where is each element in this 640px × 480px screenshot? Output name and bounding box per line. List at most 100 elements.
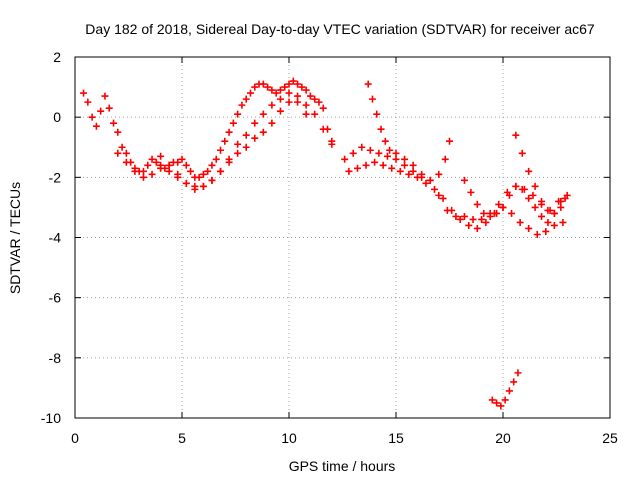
data-point <box>208 161 216 169</box>
y-tick-label: -2 <box>49 169 62 185</box>
series-track-6 <box>364 80 453 184</box>
data-point <box>493 209 501 217</box>
x-tick-label: 15 <box>388 430 404 446</box>
data-point <box>469 215 477 223</box>
tick-labels: 0 5 10 15 20 25 -10 -8 -6 -4 -2 0 2 <box>41 49 618 446</box>
data-point <box>544 218 552 226</box>
data-point <box>259 128 267 136</box>
data-point <box>217 167 225 175</box>
data-point <box>178 155 186 163</box>
data-point <box>139 167 147 175</box>
x-tick-label: 20 <box>495 430 511 446</box>
data-point <box>371 158 379 166</box>
data-point <box>285 98 293 106</box>
data-point <box>242 143 250 151</box>
data-point <box>294 98 302 106</box>
data-point <box>234 149 242 157</box>
x-tick-label: 0 <box>71 430 79 446</box>
data-point <box>467 188 475 196</box>
data-point <box>157 164 165 172</box>
data-point <box>373 110 381 118</box>
data-point <box>426 176 434 184</box>
series-track-9 <box>488 369 522 410</box>
data-point <box>538 212 546 220</box>
data-point <box>381 137 389 145</box>
data-point <box>97 107 105 115</box>
data-point <box>386 146 394 154</box>
data-point <box>405 170 413 178</box>
data-point <box>105 104 113 112</box>
data-point <box>302 110 310 118</box>
data-point <box>276 86 284 94</box>
data-point <box>435 191 443 199</box>
data-point <box>531 203 539 211</box>
data-point <box>101 92 109 100</box>
data-point <box>191 185 199 193</box>
data-point <box>488 396 496 404</box>
data-point <box>148 170 156 178</box>
data-point <box>302 86 310 94</box>
data-point <box>225 128 233 136</box>
data-point <box>174 170 182 178</box>
data-point <box>294 80 302 88</box>
data-point <box>268 119 276 127</box>
data-point <box>238 101 246 109</box>
data-point <box>366 146 374 154</box>
x-tick-label: 10 <box>281 430 297 446</box>
data-point <box>493 399 501 407</box>
data-point <box>544 206 552 214</box>
data-point <box>264 83 272 91</box>
data-point <box>80 89 88 97</box>
data-point <box>529 191 537 199</box>
data-point <box>182 161 190 169</box>
data-point <box>480 209 488 217</box>
data-point <box>377 125 385 133</box>
data-point <box>456 215 464 223</box>
data-point <box>358 143 366 151</box>
data-point <box>501 396 509 404</box>
data-point <box>84 98 92 106</box>
data-point <box>353 164 361 172</box>
data-point <box>460 176 468 184</box>
data-point <box>422 179 430 187</box>
data-point <box>495 200 503 208</box>
data-point <box>276 95 284 103</box>
data-point <box>388 164 396 172</box>
data-point <box>396 167 404 175</box>
y-tick-label: 2 <box>53 49 61 65</box>
data-point <box>512 182 520 190</box>
data-point <box>505 387 513 395</box>
data-point <box>446 137 453 145</box>
data-point <box>315 98 323 106</box>
data-point <box>221 137 229 145</box>
series-track-7 <box>460 176 565 226</box>
data-point <box>281 83 289 91</box>
data-point <box>234 110 242 118</box>
data-point <box>401 161 409 169</box>
data-point <box>285 80 293 88</box>
data-point <box>431 185 439 193</box>
data-point <box>550 209 558 217</box>
y-tick-label: -4 <box>49 230 62 246</box>
data-point <box>139 173 147 181</box>
data-point <box>525 224 533 232</box>
data-point <box>418 173 426 181</box>
data-point <box>131 167 139 175</box>
data-point <box>441 155 449 163</box>
data-point <box>165 161 173 169</box>
data-point <box>561 194 569 202</box>
data-point <box>518 185 526 193</box>
data-point <box>362 161 370 169</box>
data-point <box>311 110 319 118</box>
data-point <box>204 167 212 175</box>
data-point <box>92 122 100 130</box>
y-tick-label: -10 <box>41 410 61 426</box>
data-point <box>559 218 567 226</box>
data-point <box>298 83 306 91</box>
data-point <box>392 155 400 163</box>
data-point <box>516 218 524 226</box>
x-axis-label: GPS time / hours <box>289 458 396 474</box>
data-points <box>80 77 571 410</box>
data-point <box>364 80 372 88</box>
data-point <box>533 230 541 238</box>
